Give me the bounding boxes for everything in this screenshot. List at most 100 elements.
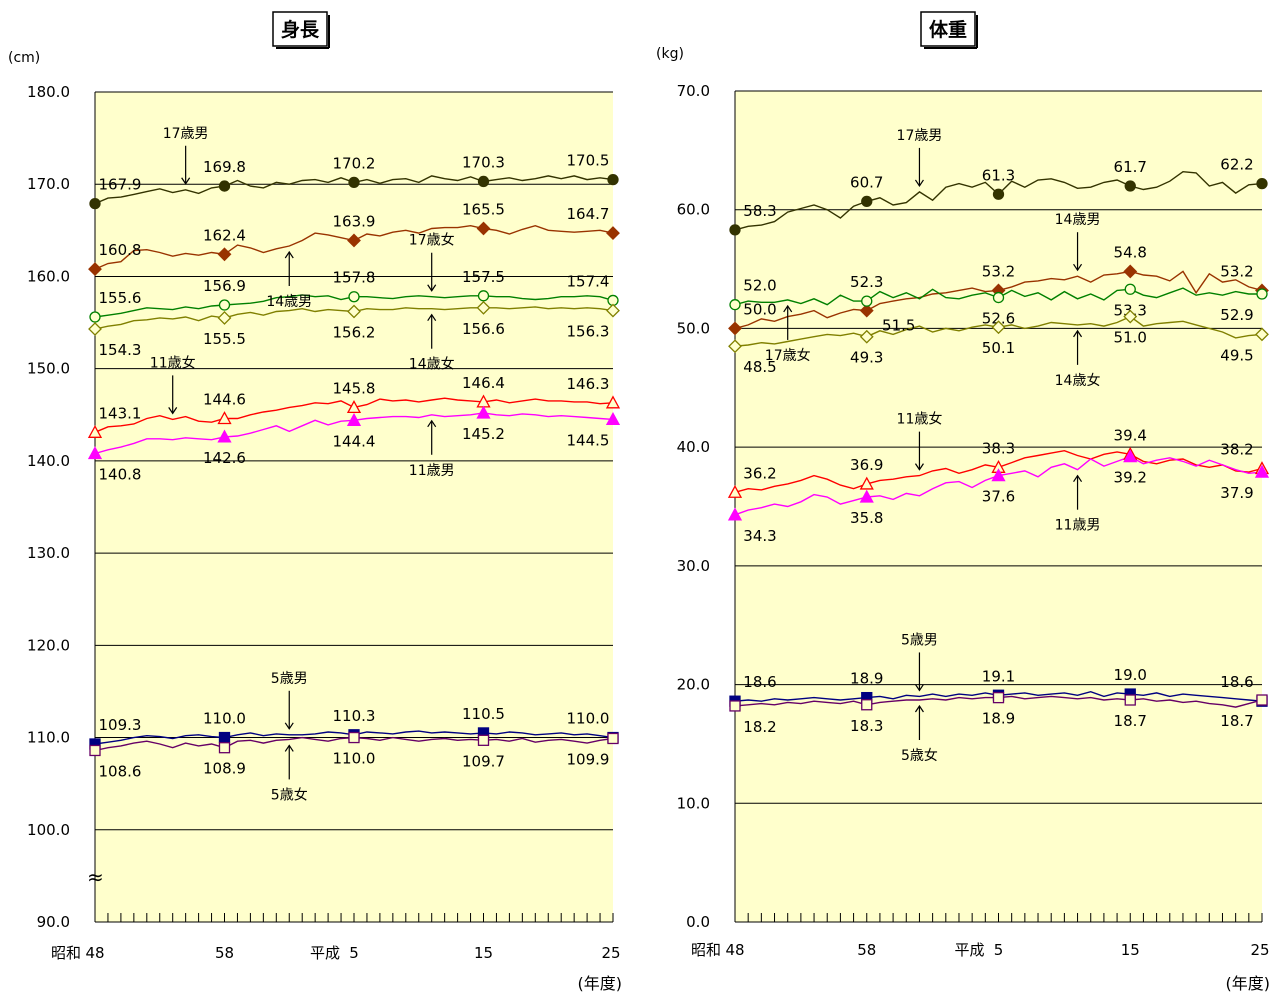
data-point (217, 247, 232, 262)
data-point (217, 311, 232, 325)
annotation: 17歳男 (163, 126, 209, 185)
data-label: 169.8 (203, 158, 246, 176)
data-label: 142.6 (203, 449, 246, 467)
data-label: 170.2 (333, 154, 376, 172)
y-tick-label: 140.0 (27, 452, 70, 470)
data-label: 50.1 (982, 339, 1015, 357)
data-point (218, 180, 231, 192)
data-point (606, 226, 620, 241)
data-point (727, 484, 743, 498)
annotation-arrowhead (1073, 474, 1083, 483)
data-label: 18.6 (743, 673, 776, 691)
data-point (728, 321, 742, 336)
data-label: 140.8 (99, 466, 142, 484)
data-label: 52.6 (982, 310, 1015, 328)
data-point (218, 742, 231, 754)
data-label: 54.8 (1114, 243, 1147, 261)
data-label: 110.3 (333, 707, 376, 725)
data-label: 35.8 (850, 509, 883, 527)
data-label: 170.5 (567, 152, 610, 170)
data-point (607, 173, 619, 186)
x-tick-era: 平成 (954, 941, 984, 959)
data-label: 156.6 (462, 320, 505, 338)
data-label: 18.9 (850, 670, 883, 688)
x-tick-label: 25 (601, 944, 620, 962)
annotation-arrowhead (284, 744, 294, 752)
x-unit-label: (年度) (1226, 974, 1271, 993)
data-label: 110.0 (567, 710, 610, 728)
annotation-arrowhead (181, 177, 191, 185)
data-label: 110.0 (203, 710, 246, 728)
annotation: 11歳男 (409, 419, 455, 479)
data-point (218, 299, 231, 311)
data-label: 167.9 (99, 176, 142, 194)
annotation-label: 14歳男 (266, 294, 312, 310)
data-label: 18.9 (982, 710, 1015, 728)
data-point (346, 412, 362, 426)
data-label: 160.8 (99, 241, 142, 259)
y-tick-label: 70.0 (677, 82, 710, 100)
data-point (348, 176, 360, 189)
annotation-arrowhead (914, 463, 924, 471)
chart-title-text: 体重 (929, 18, 967, 41)
x-tick-label: 5 (994, 941, 1004, 959)
data-point (1255, 327, 1269, 342)
data-label: 165.5 (462, 200, 505, 218)
annotation-label: 11歳女 (897, 411, 943, 428)
data-point (729, 224, 741, 236)
annotation-label: 11歳男 (1055, 518, 1101, 534)
data-point (859, 329, 874, 344)
data-point (346, 400, 362, 414)
data-point (477, 175, 490, 188)
data-label: 146.4 (462, 374, 505, 392)
data-label: 36.2 (743, 464, 776, 482)
data-point (476, 300, 491, 315)
data-point (347, 304, 361, 319)
data-point (1124, 694, 1136, 706)
data-point (859, 476, 874, 490)
x-tick-label: 48 (85, 944, 104, 962)
y-tick-label: 0.0 (686, 913, 710, 931)
data-label: 18.7 (1114, 712, 1147, 730)
data-label: 155.5 (203, 330, 246, 348)
data-point (218, 731, 231, 744)
data-point (729, 700, 741, 712)
data-label: 109.9 (567, 750, 610, 768)
chart-title-box (920, 11, 976, 47)
data-label: 110.5 (462, 705, 505, 723)
data-label: 60.7 (850, 173, 883, 191)
data-label: 19.1 (982, 667, 1015, 685)
annotation: 11歳男 (1055, 474, 1101, 534)
data-label: 144.6 (203, 390, 246, 408)
data-point (1124, 180, 1136, 192)
data-label: 37.9 (1220, 484, 1253, 502)
y-tick-label: 160.0 (27, 267, 70, 285)
data-label: 53.2 (982, 262, 1015, 280)
y-unit-label: (kg) (656, 46, 684, 62)
data-point (347, 233, 361, 248)
data-point (1254, 464, 1270, 478)
data-label: 61.3 (982, 166, 1015, 184)
data-point (89, 197, 101, 210)
data-label: 144.4 (333, 432, 376, 450)
data-label: 108.9 (203, 760, 246, 778)
data-label: 109.7 (462, 752, 505, 770)
data-point (477, 290, 490, 302)
data-point (477, 734, 490, 746)
annotation-label: 11歳男 (409, 463, 455, 479)
annotation: 5歳女 (901, 704, 938, 764)
data-label: 53.2 (1220, 262, 1253, 280)
data-point (88, 262, 102, 276)
data-label: 145.8 (333, 379, 376, 397)
chart-title: 身長 (272, 11, 330, 49)
annotation-arrowhead (1073, 263, 1083, 272)
annotation-label: 5歳女 (271, 786, 308, 803)
data-label: 51.0 (1114, 329, 1147, 347)
annotation: 5歳男 (901, 632, 938, 692)
y-tick-label: 60.0 (677, 201, 710, 219)
annotation-arrowhead (427, 284, 437, 292)
data-point (727, 507, 743, 521)
annotation: 17歳女 (765, 304, 811, 364)
x-tick-label: 58 (857, 941, 876, 959)
